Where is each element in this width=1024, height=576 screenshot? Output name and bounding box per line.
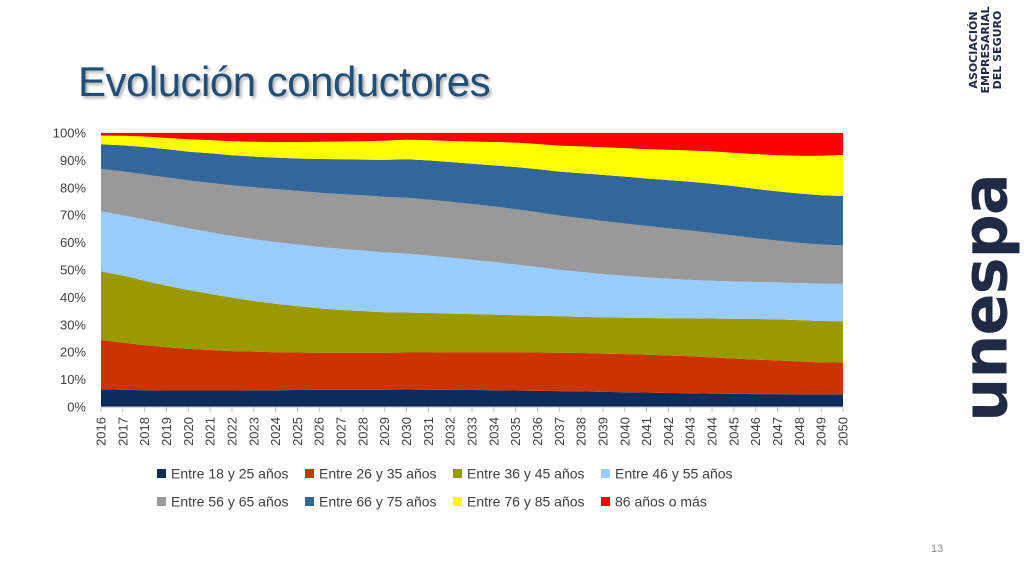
x-tick-label: 2050	[836, 417, 851, 446]
legend-swatch-8	[601, 497, 610, 506]
area-series-6	[101, 144, 843, 246]
x-tick-label: 2020	[181, 417, 196, 446]
legend: Entre 18 y 25 años Entre 26 y 35 años Entr…	[157, 466, 733, 510]
x-tick-label: 2049	[814, 417, 829, 446]
x-tick-label: 2042	[661, 417, 676, 446]
y-tick-label: 60%	[60, 235, 86, 250]
y-tick-label: 50%	[60, 263, 86, 278]
unespa-logo: unespa ASOCIACIÓN EMPRESARIAL DEL SEGURO	[946, 0, 1024, 486]
legend-label-8: 86 años o más	[615, 494, 707, 510]
legend-label-5: Entre 56 y 65 años	[171, 494, 289, 510]
legend-label-3: Entre 36 y 45 años	[467, 466, 585, 482]
x-tick-label: 2037	[552, 417, 567, 446]
legend-label-1: Entre 18 y 25 años	[171, 466, 289, 482]
legend-swatch-1	[157, 469, 166, 478]
y-axis-ticks: 0% 10% 20% 30% 40% 50% 60% 70% 80% 90% 100%	[53, 126, 87, 415]
x-axis-ticks: 2016 2017 2018 2019 2020 2021 2022 2023 2024 2025…	[94, 417, 851, 446]
x-tick-label: 2043	[683, 417, 698, 446]
x-tick-label: 2035	[508, 417, 523, 446]
y-tick-label: 70%	[60, 208, 86, 223]
x-tick-label: 2040	[617, 417, 632, 446]
x-tick-label: 2027	[334, 417, 349, 446]
x-tick-label: 2023	[246, 417, 261, 446]
legend-label-2: Entre 26 y 35 años	[319, 466, 437, 482]
y-tick-label: 20%	[60, 345, 86, 360]
area-series-1	[101, 389, 843, 407]
x-tick-label: 2034	[486, 417, 501, 446]
area-series-5	[101, 168, 843, 284]
area-series-2	[101, 340, 843, 395]
x-tick-label: 2031	[421, 417, 436, 446]
x-tick-label: 2046	[748, 417, 763, 446]
area-series-8	[101, 133, 843, 156]
y-tick-label: 30%	[60, 317, 86, 332]
legend-swatch-7	[453, 497, 462, 506]
x-tick-label: 2028	[355, 417, 370, 446]
y-tick-label: 40%	[60, 290, 86, 305]
x-tick-label: 2022	[224, 417, 239, 446]
x-tick-label: 2036	[530, 417, 545, 446]
x-tick-label: 2019	[159, 417, 174, 446]
legend-label-6: Entre 66 y 75 años	[319, 494, 437, 510]
legend-swatch-4	[601, 469, 610, 478]
x-tick-label: 2030	[399, 417, 414, 446]
area-series-7	[101, 135, 843, 197]
x-tick-label: 2038	[574, 417, 589, 446]
x-tick-label: 2041	[639, 417, 654, 446]
x-tick-label: 2018	[137, 417, 152, 446]
x-tick-label: 2029	[377, 417, 392, 446]
legend-swatch-5	[157, 497, 166, 506]
legend-label-4: Entre 46 y 55 años	[615, 466, 733, 482]
area-series-3	[101, 271, 843, 363]
y-tick-label: 90%	[60, 153, 86, 168]
logo-subtitle-line-3: DEL SEGURO	[991, 10, 1004, 90]
y-tick-label: 10%	[60, 372, 86, 387]
logo-main-text: unespa	[948, 174, 1022, 422]
legend-swatch-2	[305, 469, 314, 478]
x-tick-label: 2024	[268, 417, 283, 446]
x-tick-label: 2045	[726, 417, 741, 446]
area-series	[101, 133, 843, 407]
stacked-area-chart: 0%10%20%30%40%50%60%70%80%90%100% 2016 20…	[53, 126, 851, 510]
x-tick-label: 2048	[792, 417, 807, 446]
legend-label-7: Entre 76 y 85 años	[467, 494, 585, 510]
x-tick-label: 2021	[203, 417, 218, 446]
legend-swatch-6	[305, 497, 314, 506]
x-tick-label: 2026	[312, 417, 327, 446]
x-tick-label: 2032	[443, 417, 458, 446]
x-tick-label: 2039	[595, 417, 610, 446]
y-tick-label: 0%	[67, 400, 86, 415]
x-tick-label: 2033	[465, 417, 480, 446]
axes	[100, 406, 844, 412]
legend-swatch-3	[453, 469, 462, 478]
x-tick-label: 2044	[705, 417, 720, 446]
x-tick-label: 2016	[94, 417, 109, 446]
y-tick-label: 100%	[53, 126, 87, 141]
x-tick-label: 2025	[290, 417, 305, 446]
page-number: 13	[931, 543, 944, 555]
area-series-4	[101, 211, 843, 322]
x-tick-label: 2047	[770, 417, 785, 446]
y-tick-label: 80%	[60, 180, 86, 195]
slide-title: Evolución conductores	[78, 58, 491, 105]
x-tick-label: 2017	[115, 417, 130, 446]
